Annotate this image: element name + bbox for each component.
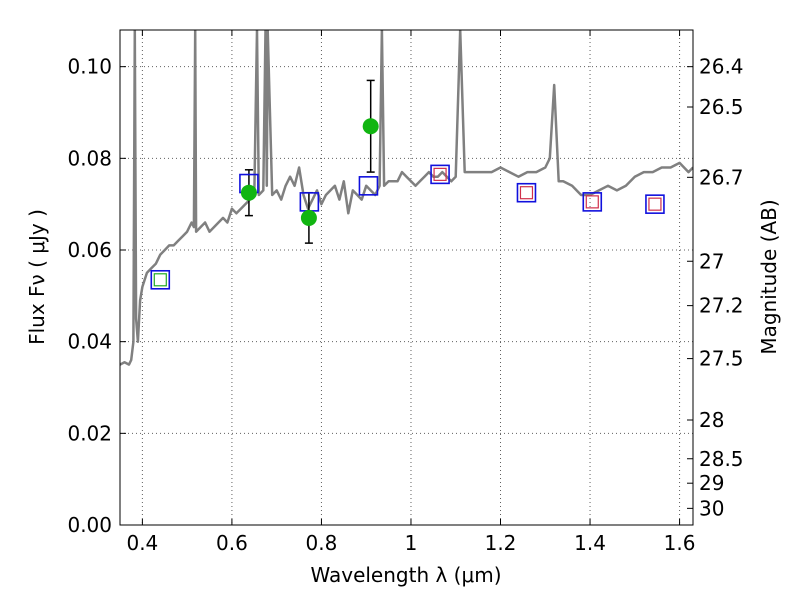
x-tick-label: 0.6 — [216, 531, 248, 555]
model-box — [150, 269, 171, 290]
model-box — [582, 192, 603, 212]
x-tick-label: 0.8 — [306, 531, 338, 555]
model-box-inner — [519, 186, 534, 200]
x-tick-labels: 0.4 0.6 0.8 1 1.2 1.4 1.6 — [126, 531, 695, 555]
y-tick-label: 0.10 — [67, 55, 112, 79]
model-box — [516, 182, 537, 203]
y-axis-label: Flux Fν ( μJy ) — [25, 209, 49, 345]
y-tick-label: 0.00 — [67, 513, 112, 537]
right-tick-label: 26.4 — [699, 55, 744, 79]
observed-point — [300, 209, 317, 226]
x-tick-label: 1 — [405, 531, 418, 555]
x-tick-label: 1.6 — [664, 531, 696, 555]
plot-frame — [119, 29, 694, 526]
right-axis-label: Magnitude (AB) — [757, 199, 781, 354]
model-box — [645, 194, 665, 214]
model-box — [430, 164, 450, 185]
model-box — [358, 176, 379, 196]
x-tick-label: 0.4 — [126, 531, 158, 555]
model-box-inner — [648, 197, 662, 211]
observed-point — [362, 118, 379, 135]
model-box-inner — [433, 167, 447, 181]
spectrum-line — [120, 30, 693, 366]
y-tick-labels: 0.00 0.02 0.04 0.06 0.08 0.10 — [67, 55, 112, 537]
observed-point — [240, 184, 257, 201]
grid — [120, 30, 693, 526]
right-tick-label: 27.2 — [699, 294, 744, 318]
x-axis-label: Wavelength λ (μm) — [310, 563, 501, 587]
y-tick-label: 0.06 — [67, 238, 112, 262]
y-tick-label: 0.02 — [67, 421, 112, 445]
box-layer — [150, 164, 665, 290]
y-tick-label: 0.04 — [67, 330, 112, 354]
model-box-inner — [585, 195, 599, 209]
right-tick-label: 29 — [699, 471, 724, 495]
right-tick-label: 28 — [699, 408, 724, 432]
ticks — [120, 30, 693, 526]
x-tick-label: 1.2 — [485, 531, 517, 555]
right-tick-label: 27 — [699, 249, 724, 273]
right-tick-label: 30 — [699, 496, 724, 520]
model-box-inner — [153, 273, 167, 287]
right-tick-label: 28.5 — [699, 447, 744, 471]
spectrum-layer — [120, 30, 693, 366]
right-tick-label: 27.5 — [699, 347, 744, 371]
x-tick-label: 1.4 — [574, 531, 606, 555]
point-layer — [240, 118, 379, 226]
right-tick-label: 26.5 — [699, 95, 744, 119]
y-tick-label: 0.08 — [67, 146, 112, 170]
right-tick-label: 26.7 — [699, 165, 744, 189]
